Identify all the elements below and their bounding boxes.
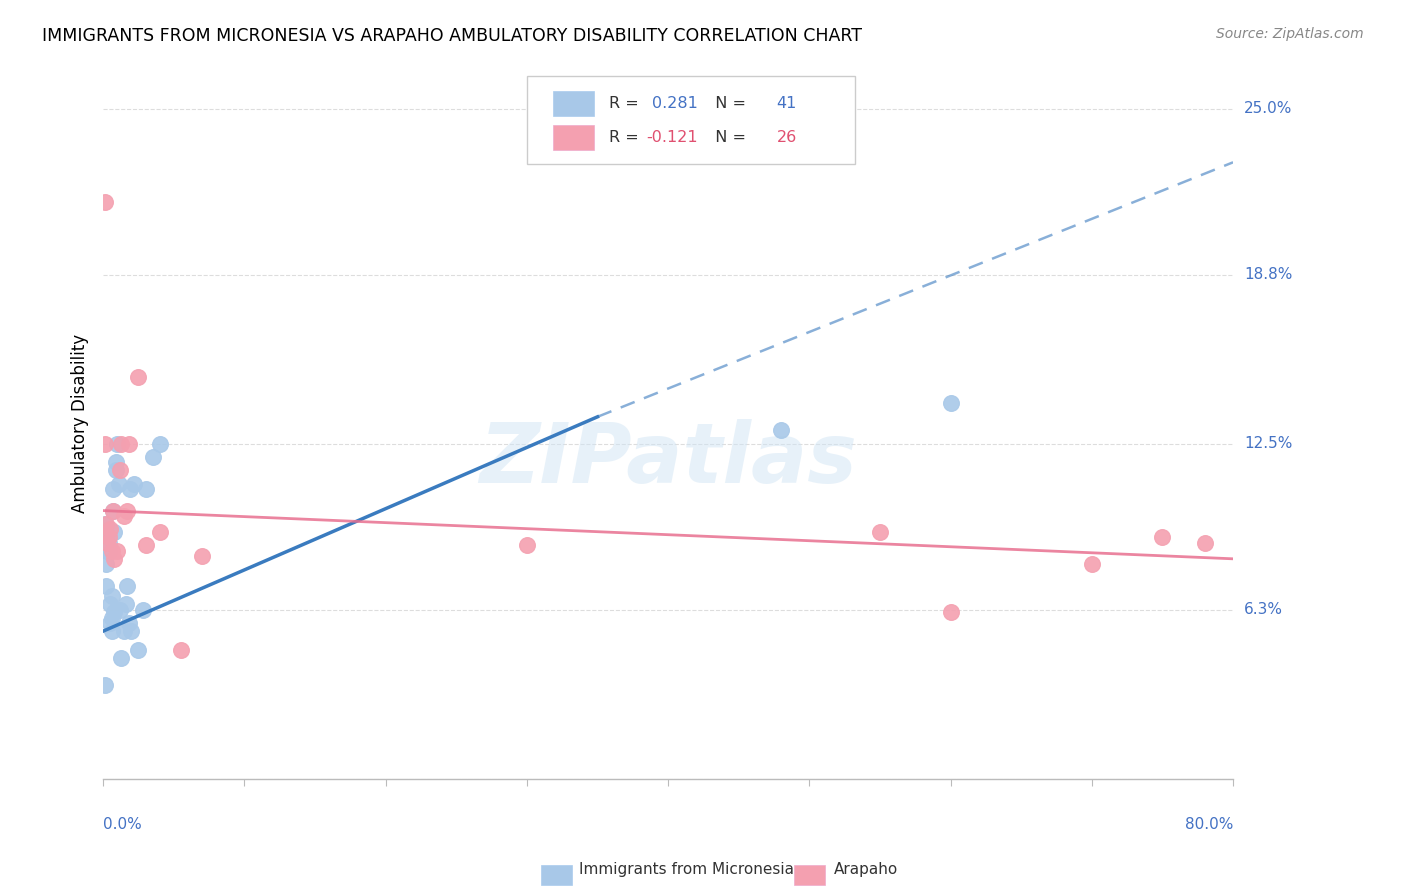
Point: [118, 482, 141, 496]
Text: 25.0%: 25.0%: [1244, 101, 1292, 116]
Point: [134, 538, 156, 552]
Point: [100, 611, 122, 625]
FancyBboxPatch shape: [553, 125, 593, 150]
Text: 26: 26: [776, 130, 797, 145]
Point: [93, 516, 115, 531]
Point: [112, 508, 135, 523]
Point: [191, 549, 214, 563]
Text: 18.8%: 18.8%: [1244, 268, 1292, 283]
Point: [96, 524, 118, 539]
Text: 12.5%: 12.5%: [1244, 436, 1292, 451]
Point: [100, 590, 122, 604]
Point: [103, 606, 125, 620]
FancyBboxPatch shape: [553, 90, 593, 116]
Point: [94, 579, 117, 593]
Point: [117, 436, 139, 450]
Point: [94, 516, 117, 531]
Text: Source: ZipAtlas.com: Source: ZipAtlas.com: [1216, 27, 1364, 41]
Text: 0.0%: 0.0%: [103, 817, 142, 832]
Point: [93, 195, 115, 210]
Point: [98, 522, 121, 536]
Point: [869, 524, 891, 539]
Point: [939, 606, 962, 620]
Text: 41: 41: [776, 95, 797, 111]
Point: [114, 598, 136, 612]
Point: [103, 551, 125, 566]
Point: [108, 463, 131, 477]
Text: ZIPatlas: ZIPatlas: [479, 418, 858, 500]
Text: Immigrants from Micronesia: Immigrants from Micronesia: [579, 863, 794, 877]
Point: [97, 543, 120, 558]
Point: [170, 643, 193, 657]
Point: [96, 535, 118, 549]
Point: [142, 450, 165, 464]
Point: [93, 678, 115, 692]
Point: [103, 524, 125, 539]
Point: [97, 535, 120, 549]
Point: [117, 616, 139, 631]
Y-axis label: Ambulatory Disability: Ambulatory Disability: [72, 334, 89, 513]
Point: [104, 463, 127, 477]
Text: -0.121: -0.121: [647, 130, 699, 145]
Point: [98, 598, 121, 612]
Point: [101, 482, 124, 496]
Point: [98, 616, 121, 631]
Point: [101, 503, 124, 517]
Point: [94, 535, 117, 549]
Point: [939, 396, 962, 410]
Text: R =: R =: [609, 95, 644, 111]
Point: [96, 543, 118, 558]
Point: [110, 651, 132, 665]
Text: 6.3%: 6.3%: [1244, 602, 1284, 617]
Point: [107, 476, 129, 491]
Point: [104, 455, 127, 469]
Point: [97, 524, 120, 539]
Text: N =: N =: [706, 95, 752, 111]
Point: [134, 482, 156, 496]
Point: [516, 538, 538, 552]
Point: [112, 624, 135, 639]
Point: [110, 436, 132, 450]
Text: N =: N =: [706, 130, 752, 145]
Text: 80.0%: 80.0%: [1185, 817, 1233, 832]
Point: [93, 436, 115, 450]
Point: [131, 603, 153, 617]
Point: [105, 436, 128, 450]
Point: [101, 503, 124, 517]
Point: [149, 524, 172, 539]
Point: [108, 603, 131, 617]
Point: [127, 643, 149, 657]
Text: 0.281: 0.281: [652, 95, 699, 111]
Text: IMMIGRANTS FROM MICRONESIA VS ARAPAHO AMBULATORY DISABILITY CORRELATION CHART: IMMIGRANTS FROM MICRONESIA VS ARAPAHO AM…: [42, 27, 862, 45]
Point: [115, 579, 138, 593]
Point: [100, 543, 122, 558]
Point: [94, 557, 117, 571]
Point: [100, 624, 122, 639]
Point: [770, 423, 793, 437]
Point: [115, 503, 138, 517]
Point: [127, 369, 149, 384]
Point: [120, 624, 142, 639]
Point: [96, 530, 118, 544]
FancyBboxPatch shape: [527, 76, 855, 164]
Point: [96, 535, 118, 549]
Point: [1081, 557, 1104, 571]
Text: Arapaho: Arapaho: [834, 863, 898, 877]
Text: R =: R =: [609, 130, 644, 145]
Point: [1194, 535, 1216, 549]
Point: [97, 530, 120, 544]
Point: [122, 476, 145, 491]
Point: [105, 543, 128, 558]
Point: [1152, 530, 1174, 544]
Point: [149, 436, 172, 450]
